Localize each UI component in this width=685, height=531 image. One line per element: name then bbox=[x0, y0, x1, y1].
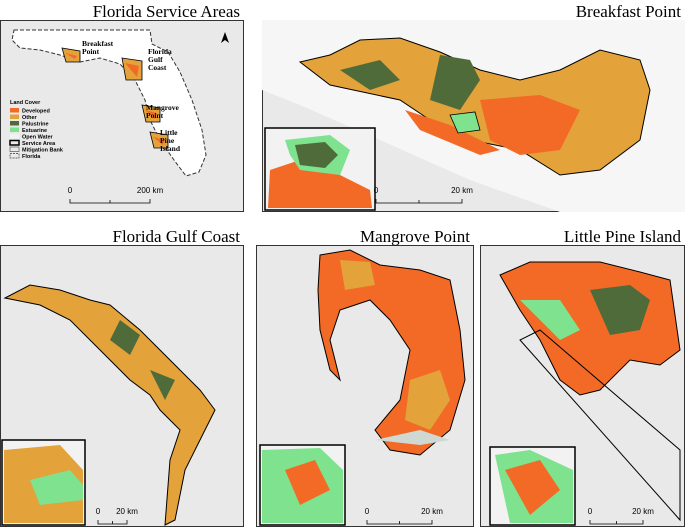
map-area bbox=[221, 32, 229, 43]
scale-bar bbox=[375, 199, 463, 204]
map-area bbox=[480, 95, 580, 155]
scale-bar bbox=[366, 520, 433, 525]
map-area bbox=[375, 430, 450, 445]
map-label: Point bbox=[82, 47, 100, 56]
map-area bbox=[268, 160, 372, 208]
legend-swatch bbox=[10, 127, 19, 132]
legend-label: Palustrine bbox=[22, 122, 49, 128]
map-area bbox=[430, 55, 480, 110]
scale-label: 0 bbox=[374, 186, 379, 195]
panel-title: Mangrove Point bbox=[360, 227, 470, 246]
scale-label: 200 km bbox=[137, 186, 164, 195]
scale-bar bbox=[97, 520, 128, 525]
map-label: Island bbox=[160, 144, 181, 153]
scale-label: 20 km bbox=[116, 507, 138, 516]
map-label: Little bbox=[160, 128, 178, 137]
scale-label: 0 bbox=[96, 507, 101, 516]
panel-title: Breakfast Point bbox=[576, 2, 682, 21]
map-area bbox=[153, 137, 165, 145]
legend-label: Florida bbox=[22, 154, 41, 160]
legend-label: Open Water bbox=[22, 135, 54, 141]
legend-label: Developed bbox=[22, 109, 50, 115]
map-area bbox=[405, 110, 500, 155]
scale-label: 0 bbox=[68, 186, 73, 195]
scale-label: 20 km bbox=[632, 507, 654, 516]
map-label: Pine bbox=[160, 136, 175, 145]
legend-swatch bbox=[10, 108, 19, 113]
legend-swatch bbox=[10, 134, 19, 139]
panel-title: Florida Gulf Coast bbox=[113, 227, 241, 246]
legend-label: Service Area bbox=[22, 141, 56, 147]
map-area bbox=[505, 460, 560, 515]
legend-swatch bbox=[10, 114, 19, 119]
map-label: Coast bbox=[148, 63, 167, 72]
scale-label: 0 bbox=[588, 507, 593, 516]
map-area bbox=[145, 110, 157, 119]
scale-bar bbox=[589, 520, 644, 525]
legend-swatch bbox=[9, 146, 20, 152]
map-label: Mangrove bbox=[146, 103, 179, 112]
map-label: Florida bbox=[148, 47, 172, 56]
map-area bbox=[30, 470, 83, 505]
map-area bbox=[125, 63, 139, 77]
legend-swatch bbox=[10, 121, 19, 126]
scale-bar bbox=[69, 199, 151, 204]
legend-label: Other bbox=[22, 115, 38, 121]
map-area bbox=[3, 284, 216, 526]
legend-swatch bbox=[9, 153, 20, 159]
map-area bbox=[520, 300, 580, 340]
panel-title: Florida Service Areas bbox=[93, 2, 240, 21]
map-label: Breakfast bbox=[82, 39, 114, 48]
map-area bbox=[340, 260, 375, 290]
map-area bbox=[295, 142, 338, 168]
map-label: Gulf bbox=[148, 55, 163, 64]
map-area bbox=[449, 111, 481, 134]
map-area bbox=[405, 370, 450, 430]
map-area bbox=[285, 460, 330, 505]
legend-title: Land Cover bbox=[10, 100, 41, 106]
scale-label: 20 km bbox=[421, 507, 443, 516]
legend-label: Estuarine bbox=[22, 128, 47, 134]
map-area bbox=[150, 370, 175, 400]
legend-swatch bbox=[9, 139, 20, 146]
map-area bbox=[110, 320, 140, 355]
scale-label: 0 bbox=[365, 507, 370, 516]
map-area bbox=[519, 329, 681, 522]
map-label: Point bbox=[146, 111, 164, 120]
map-area bbox=[340, 60, 400, 90]
map-area bbox=[590, 285, 650, 335]
panel-title: Little Pine Island bbox=[564, 227, 682, 246]
scale-label: 20 km bbox=[451, 186, 473, 195]
map-area bbox=[65, 53, 77, 59]
legend-label: Mitigation Bank bbox=[22, 148, 64, 154]
